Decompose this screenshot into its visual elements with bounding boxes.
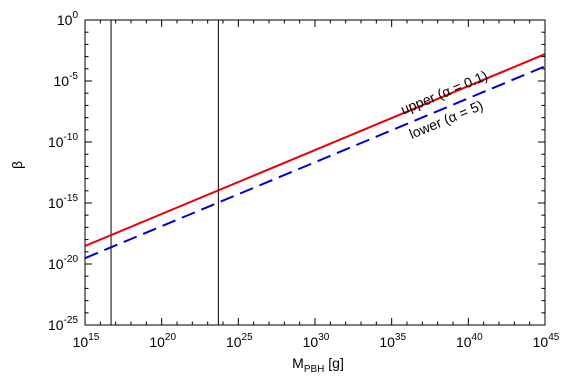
y-tick-base: 10 xyxy=(48,256,64,272)
y-tick-base: 10 xyxy=(48,317,64,333)
y-tick-base: 10 xyxy=(48,134,64,150)
y-tick-label: 10-15 xyxy=(48,193,78,211)
x-tick-exponent: 30 xyxy=(318,332,330,343)
x-tick-base: 10 xyxy=(226,334,242,350)
x-tick-base: 10 xyxy=(303,334,319,350)
y-tick-exponent: -20 xyxy=(64,254,79,265)
x-tick-label: 1045 xyxy=(533,332,560,350)
x-tick-label: 1015 xyxy=(73,332,100,350)
y-tick-exponent: -10 xyxy=(64,132,79,143)
x-tick-base: 10 xyxy=(379,334,395,350)
y-tick-label: 10-25 xyxy=(48,315,78,333)
y-tick-base: 10 xyxy=(48,195,64,211)
y-tick-label: 10-5 xyxy=(54,71,79,89)
series-line-lower xyxy=(85,65,545,260)
series-line-upper xyxy=(85,53,545,247)
y-tick-label: 10-10 xyxy=(48,132,78,150)
y-tick-base: 10 xyxy=(54,73,70,89)
x-tick-label: 1025 xyxy=(226,332,253,350)
x-tick-base: 10 xyxy=(533,334,549,350)
x-tick-exponent: 15 xyxy=(88,332,100,343)
x-tick-base: 10 xyxy=(456,334,472,350)
x-tick-label: 1035 xyxy=(379,332,406,350)
y-tick-exponent: 0 xyxy=(72,10,78,21)
x-tick-exponent: 25 xyxy=(242,332,254,343)
x-axis-label: MPBH [g] xyxy=(292,355,344,375)
axis-ticks xyxy=(84,19,546,326)
x-tick-exponent: 20 xyxy=(165,332,177,343)
x-axis-label-unit: [g] xyxy=(324,355,343,371)
x-tick-label: 1030 xyxy=(303,332,330,350)
x-axis-label-main: M xyxy=(292,355,304,371)
tick-labels: 1015 1020 1025 1030 1035 1040 104510010-510-10… xyxy=(48,10,560,350)
x-tick-base: 10 xyxy=(149,334,165,350)
y-tick-label: 10-20 xyxy=(48,254,78,272)
y-tick-exponent: -15 xyxy=(64,193,79,204)
x-tick-exponent: 40 xyxy=(472,332,484,343)
x-tick-exponent: 45 xyxy=(548,332,560,343)
x-tick-base: 10 xyxy=(73,334,89,350)
plot-content xyxy=(85,20,545,325)
x-tick-exponent: 35 xyxy=(395,332,407,343)
y-tick-exponent: -25 xyxy=(64,315,79,326)
x-axis-label-sub: PBH xyxy=(304,364,325,375)
y-tick-base: 10 xyxy=(57,12,73,28)
y-tick-label: 100 xyxy=(57,10,79,28)
plot-frame xyxy=(84,19,546,326)
x-tick-label: 1020 xyxy=(149,332,176,350)
y-tick-exponent: -5 xyxy=(69,71,78,82)
y-axis-label: β xyxy=(9,161,25,169)
series-labels: upper (α = 0.1)lower (α = 5) xyxy=(398,67,490,142)
x-tick-label: 1040 xyxy=(456,332,483,350)
